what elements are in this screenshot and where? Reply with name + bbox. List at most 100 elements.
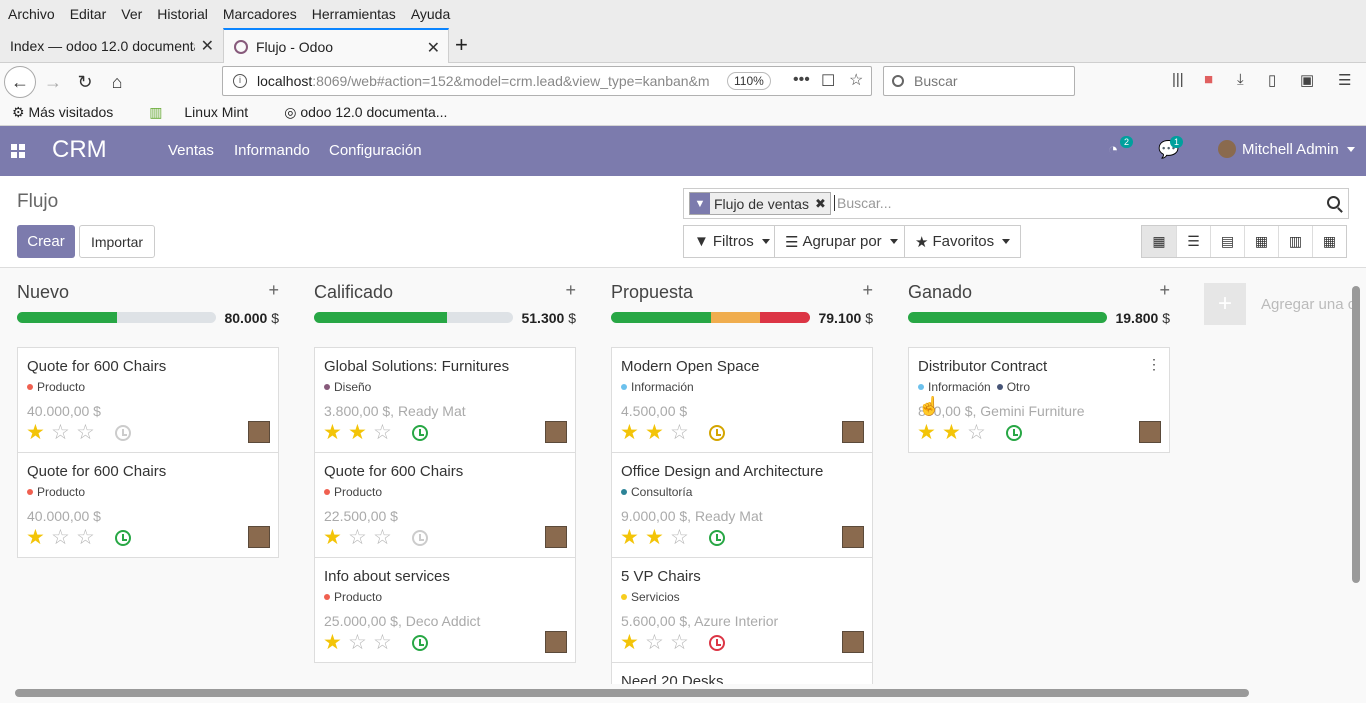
app-brand[interactable]: CRM (52, 136, 107, 163)
activity-clock-icon[interactable] (412, 530, 428, 546)
create-button[interactable]: Crear (17, 225, 75, 258)
browser-search-input[interactable]: Buscar (883, 66, 1075, 96)
group-by-dropdown[interactable]: ☰ Agrupar por (774, 225, 909, 258)
kanban-card[interactable]: Quote for 600 Chairs Producto 22.500,00 $ ★… (314, 452, 576, 558)
pocket-icon[interactable]: ☐ (821, 73, 836, 90)
priority-stars[interactable]: ★ ★ ☆ (323, 422, 398, 443)
priority-stars[interactable]: ★ ☆ ☆ (26, 422, 101, 443)
activity-clock-icon[interactable] (115, 530, 131, 546)
quick-create-plus-icon[interactable]: + (268, 280, 279, 300)
download-icon[interactable]: ⤓ (1237, 71, 1244, 88)
kanban-card[interactable]: Info about services Producto 25.000,00 $, … (314, 557, 576, 663)
activity-clock-icon[interactable] (709, 425, 725, 441)
star-empty-icon[interactable]: ☆ (348, 526, 367, 549)
vertical-scrollbar[interactable] (1350, 270, 1364, 684)
quick-create-plus-icon[interactable]: + (1159, 280, 1170, 300)
star-empty-icon[interactable]: ☆ (967, 421, 986, 444)
pivot-view-icon[interactable]: ▦ (1244, 226, 1278, 257)
quick-create-plus-icon[interactable]: + (565, 280, 576, 300)
more-actions-icon[interactable]: ••• (793, 71, 810, 88)
star-empty-icon[interactable]: ☆ (670, 421, 689, 444)
bookmark-odoo-docs[interactable]: ◎ odoo 12.0 documenta... (284, 103, 448, 120)
star-filled-icon[interactable]: ★ (942, 421, 961, 444)
star-empty-icon[interactable]: ☆ (51, 421, 70, 444)
search-input[interactable]: Buscar... (834, 195, 891, 211)
bookmark-linux-mint[interactable]: ▥ Linux Mint (149, 104, 266, 121)
menu-herramientas[interactable]: Herramientas (311, 6, 396, 22)
menu-archivo[interactable]: Archivo (8, 6, 55, 22)
activity-clock-icon[interactable] (412, 635, 428, 651)
menu-informando[interactable]: Informando (234, 142, 310, 159)
star-empty-icon[interactable]: ☆ (670, 631, 689, 654)
star-empty-icon[interactable]: ☆ (348, 631, 367, 654)
filters-dropdown[interactable]: ▼ Filtros (683, 225, 781, 258)
priority-stars[interactable]: ★ ☆ ☆ (620, 632, 695, 653)
bookmark-most-visited[interactable]: ⚙ Más visitados (12, 103, 114, 120)
zoom-level[interactable]: 110% (727, 72, 771, 90)
kanban-card[interactable]: 5 VP Chairs Servicios 5.600,00 $, Azure In… (611, 557, 873, 663)
close-icon[interactable]: ✕ (200, 38, 214, 55)
star-empty-icon[interactable]: ☆ (645, 631, 664, 654)
column-title[interactable]: Nuevo (17, 282, 70, 302)
forward-arrow-icon[interactable]: → (44, 71, 62, 92)
priority-stars[interactable]: ★ ★ ☆ (620, 422, 695, 443)
add-column[interactable]: + Agregar una c (1204, 283, 1364, 325)
star-filled-icon[interactable]: ★ (645, 526, 664, 549)
menu-marcadores[interactable]: Marcadores (222, 6, 297, 22)
column-title[interactable]: Ganado (908, 282, 973, 302)
kanban-card[interactable]: Global Solutions: Furnitures Diseño 3.800,… (314, 347, 576, 453)
dashboard-view-icon[interactable]: ▦ (1312, 226, 1346, 257)
star-filled-icon[interactable]: ★ (323, 526, 342, 549)
hamburger-menu-icon[interactable]: ☰ (1338, 72, 1352, 89)
favorites-dropdown[interactable]: ★ Favoritos (904, 225, 1022, 258)
column-title[interactable]: Calificado (314, 282, 394, 302)
new-tab-plus-icon[interactable]: + (455, 32, 468, 57)
progress-segment[interactable] (17, 312, 117, 323)
star-filled-icon[interactable]: ★ (645, 421, 664, 444)
tab-flujo-odoo[interactable]: Flujo - Odoo ✕ (223, 28, 449, 64)
kanban-view-icon[interactable]: ▦ (1142, 226, 1176, 257)
progress-segment[interactable] (710, 312, 761, 323)
apps-grid-icon[interactable] (11, 144, 25, 158)
kanban-card[interactable]: Quote for 600 Chairs Producto 40.000,00 $ ★… (17, 347, 279, 453)
progress-segment[interactable] (314, 312, 448, 323)
addon-icon[interactable]: ■ (1204, 71, 1214, 88)
tab-odoo-docs[interactable]: Index — odoo 12.0 documenta ✕ (0, 28, 222, 63)
star-empty-icon[interactable]: ☆ (51, 526, 70, 549)
activity-clock-icon[interactable] (709, 530, 725, 546)
star-filled-icon[interactable]: ★ (26, 526, 45, 549)
column-progress-bar[interactable] (17, 312, 216, 323)
activity-clock-icon[interactable] (709, 635, 725, 651)
kanban-card[interactable]: Quote for 600 Chairs Producto 40.000,00 $ ★… (17, 452, 279, 558)
list-view-icon[interactable]: ☰ (1176, 226, 1210, 257)
search-bar[interactable]: ▼ Flujo de ventas ✖ Buscar... (683, 188, 1349, 219)
card-menu-icon[interactable]: ⋮ (1147, 356, 1161, 372)
horizontal-scrollbar[interactable] (0, 684, 1350, 703)
user-menu[interactable]: Mitchell Admin (1218, 140, 1355, 158)
activity-clock-icon[interactable]: ◔ 2 (1108, 136, 1134, 160)
priority-stars[interactable]: ★ ☆ ☆ (26, 527, 101, 548)
reload-icon[interactable]: ↻ (77, 71, 93, 92)
priority-stars[interactable]: ★ ☆ ☆ (323, 632, 398, 653)
quick-create-plus-icon[interactable]: + (862, 280, 873, 300)
sidebar-icon[interactable]: ▯ (1268, 72, 1277, 89)
priority-stars[interactable]: ★ ★ ☆ (620, 527, 695, 548)
star-filled-icon[interactable]: ★ (917, 421, 936, 444)
star-filled-icon[interactable]: ★ (323, 421, 342, 444)
star-filled-icon[interactable]: ★ (620, 421, 639, 444)
menu-ventas[interactable]: Ventas (168, 142, 214, 159)
progress-segment[interactable] (760, 312, 810, 323)
progress-segment[interactable] (908, 312, 1107, 323)
activity-clock-icon[interactable] (412, 425, 428, 441)
messages-chat-icon[interactable]: 💬 1 (1158, 136, 1184, 160)
home-icon[interactable]: ⌂ (111, 71, 123, 92)
menu-ver[interactable]: Ver (121, 6, 143, 22)
plus-icon[interactable]: + (1204, 283, 1246, 325)
star-empty-icon[interactable]: ☆ (670, 526, 689, 549)
url-bar[interactable]: i localhost:8069/web#action=152&model=cr… (222, 66, 872, 96)
star-filled-icon[interactable]: ★ (323, 631, 342, 654)
star-empty-icon[interactable]: ☆ (76, 526, 95, 549)
star-filled-icon[interactable]: ★ (26, 421, 45, 444)
bookmark-star-icon[interactable]: ☆ (849, 72, 864, 89)
star-filled-icon[interactable]: ★ (620, 526, 639, 549)
